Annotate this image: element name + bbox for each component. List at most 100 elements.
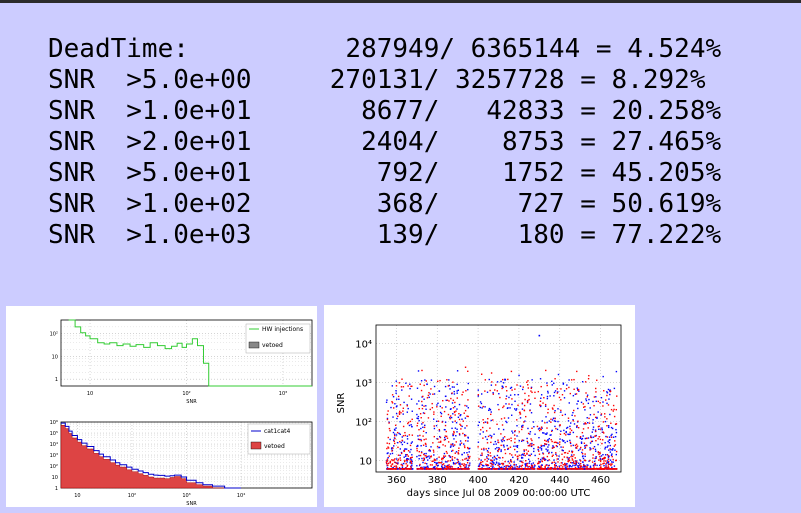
trigger-point xyxy=(596,416,598,419)
vetoed-point xyxy=(538,468,540,470)
trigger-point xyxy=(424,379,426,381)
vetoed-point xyxy=(543,459,546,461)
trigger-point xyxy=(502,467,504,469)
vetoed-point xyxy=(421,369,423,372)
trigger-point xyxy=(430,379,433,381)
vetoed-point xyxy=(521,402,524,404)
vetoed-point xyxy=(436,468,438,470)
trigger-point xyxy=(480,459,482,461)
stat-numerator: 270131/ xyxy=(251,65,440,95)
trigger-point xyxy=(477,465,480,467)
vetoed-point xyxy=(571,468,573,470)
stat-percent: 45.205% xyxy=(595,158,722,188)
trigger-point xyxy=(615,431,618,434)
stat-percent: 50.619% xyxy=(595,189,722,219)
vetoed-point xyxy=(391,394,394,396)
vetoed-point xyxy=(527,468,529,470)
vetoed-point xyxy=(610,422,612,424)
trigger-point xyxy=(418,400,420,402)
vetoed-point xyxy=(524,460,527,462)
trigger-point xyxy=(583,465,585,468)
vetoed-point xyxy=(550,430,553,432)
trigger-point xyxy=(607,440,609,443)
vetoed-point xyxy=(492,419,494,421)
vetoed-point xyxy=(394,437,396,440)
trigger-point xyxy=(433,393,436,395)
trigger-point xyxy=(569,442,572,445)
trigger-point xyxy=(514,430,516,433)
vetoed-point xyxy=(509,468,512,470)
vetoed-point xyxy=(524,392,526,395)
trigger-point xyxy=(410,448,412,451)
trigger-point xyxy=(492,392,494,394)
vetoed-point xyxy=(563,452,566,454)
vetoed-point xyxy=(594,462,596,465)
trigger-point xyxy=(569,465,571,467)
trigger-point xyxy=(402,413,404,415)
vetoed-point xyxy=(599,455,601,458)
trigger-point xyxy=(411,468,414,470)
vetoed-point xyxy=(398,467,401,469)
vetoed-point xyxy=(544,466,546,469)
vetoed-point xyxy=(547,464,550,467)
vetoed-point xyxy=(422,430,425,433)
y-tick-label: 10⁵ xyxy=(50,431,58,437)
trigger-point xyxy=(592,422,594,424)
trigger-point xyxy=(456,383,458,386)
vetoed-point xyxy=(438,441,440,443)
vetoed-point xyxy=(409,444,412,447)
trigger-point xyxy=(547,390,549,393)
stat-label: SNR xyxy=(48,220,127,250)
trigger-point xyxy=(453,462,455,465)
trigger-point xyxy=(579,448,581,450)
vetoed-point xyxy=(443,410,446,413)
trigger-point xyxy=(446,461,448,463)
vetoed-point xyxy=(403,450,405,453)
trigger-point xyxy=(592,436,595,438)
trigger-point xyxy=(456,390,458,392)
vetoed-point xyxy=(570,429,573,432)
vetoed-point xyxy=(433,425,435,427)
trigger-point xyxy=(570,422,572,424)
trigger-point xyxy=(405,455,407,457)
vetoed-point xyxy=(491,468,494,470)
vetoed-point xyxy=(418,407,420,410)
vetoed-point xyxy=(464,446,466,449)
vetoed-point xyxy=(505,385,507,388)
trigger-point xyxy=(456,408,458,410)
vetoed-point xyxy=(468,457,470,459)
vetoed-point xyxy=(446,466,449,468)
trigger-point xyxy=(511,430,513,432)
trigger-point xyxy=(469,447,471,450)
trigger-point xyxy=(610,454,613,457)
trigger-point xyxy=(435,424,438,427)
trigger-point xyxy=(544,459,547,461)
vetoed-point xyxy=(457,453,460,455)
vetoed-point xyxy=(448,465,450,468)
vetoed-point xyxy=(468,468,471,470)
vetoed-point xyxy=(602,463,604,465)
vetoed-point xyxy=(527,445,530,447)
vetoed-point xyxy=(540,428,542,431)
trigger-point xyxy=(516,446,519,448)
trigger-point xyxy=(464,417,467,419)
vetoed-point xyxy=(452,407,455,409)
trigger-point xyxy=(496,454,499,457)
vetoed-point xyxy=(558,396,561,399)
trigger-point xyxy=(554,420,557,423)
trigger-point xyxy=(428,455,430,457)
vetoed-point xyxy=(554,378,556,380)
trigger-point xyxy=(572,411,574,414)
vetoed-point xyxy=(615,468,617,470)
vetoed-point xyxy=(388,455,390,457)
vetoed-point xyxy=(521,439,524,441)
vetoed-point xyxy=(568,460,570,462)
trigger-point xyxy=(611,449,614,451)
trigger-point xyxy=(410,424,412,426)
vetoed-point xyxy=(594,464,596,467)
vetoed-point xyxy=(527,399,529,402)
stat-denominator: 42833 xyxy=(439,96,565,126)
vetoed-point xyxy=(451,456,454,458)
trigger-point xyxy=(397,462,399,464)
vetoed-point xyxy=(594,435,597,437)
